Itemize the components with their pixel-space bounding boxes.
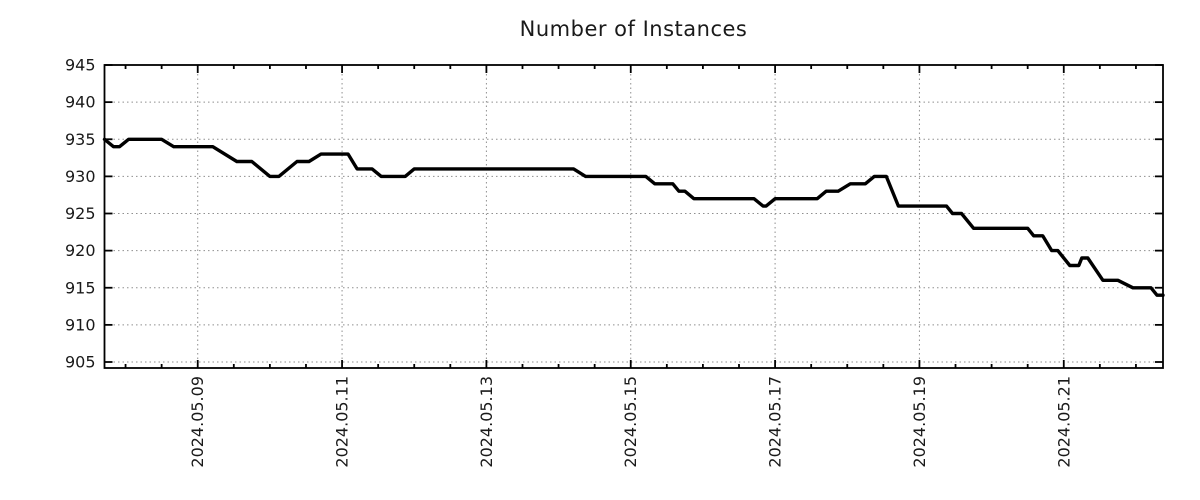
x-axis-tick-label: 2024.05.21	[1054, 376, 1073, 468]
data-series-line	[102, 137, 1165, 297]
plot-border	[103, 64, 1164, 369]
x-axis-tick-label: 2024.05.13	[477, 376, 496, 468]
x-axis-tick-label: 2024.05.17	[766, 376, 785, 468]
y-axis-tick-label: 910	[65, 315, 96, 334]
y-axis-tick-label: 940	[65, 93, 96, 112]
y-axis-tick-label: 915	[65, 278, 96, 297]
x-axis-tick-label: 2024.05.11	[333, 376, 352, 468]
x-axis-tick-label: 2024.05.15	[621, 376, 640, 468]
y-axis-tick-label: 905	[65, 353, 96, 372]
x-axis-tick-label: 2024.05.09	[188, 376, 207, 468]
y-axis-tick-label: 945	[65, 56, 96, 75]
y-axis-tick-label: 935	[65, 130, 96, 149]
chart-title: Number of Instances	[519, 17, 748, 41]
y-axis-tick-label: 925	[65, 204, 96, 223]
y-axis-tick-label: 930	[65, 167, 96, 186]
y-axis-tick-label: 920	[65, 241, 96, 260]
x-axis-tick-label: 2024.05.19	[910, 376, 929, 468]
